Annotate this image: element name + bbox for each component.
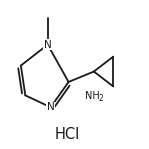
Text: 2: 2: [99, 94, 103, 103]
Text: NH: NH: [85, 91, 100, 101]
Text: HCl: HCl: [54, 127, 80, 142]
Text: N: N: [47, 102, 55, 112]
Text: N: N: [44, 40, 52, 50]
